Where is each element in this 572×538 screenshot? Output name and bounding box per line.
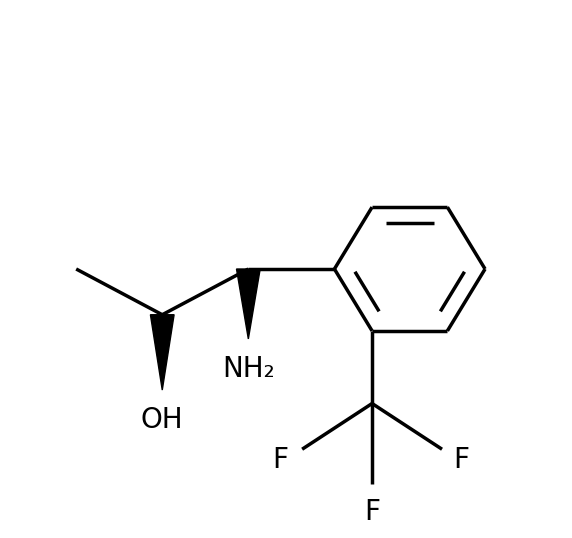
Text: F: F [273,446,289,474]
Text: OH: OH [141,406,184,434]
Polygon shape [150,315,174,390]
Text: F: F [453,446,469,474]
Text: F: F [364,498,380,526]
Polygon shape [236,269,260,339]
Text: NH₂: NH₂ [222,355,275,383]
